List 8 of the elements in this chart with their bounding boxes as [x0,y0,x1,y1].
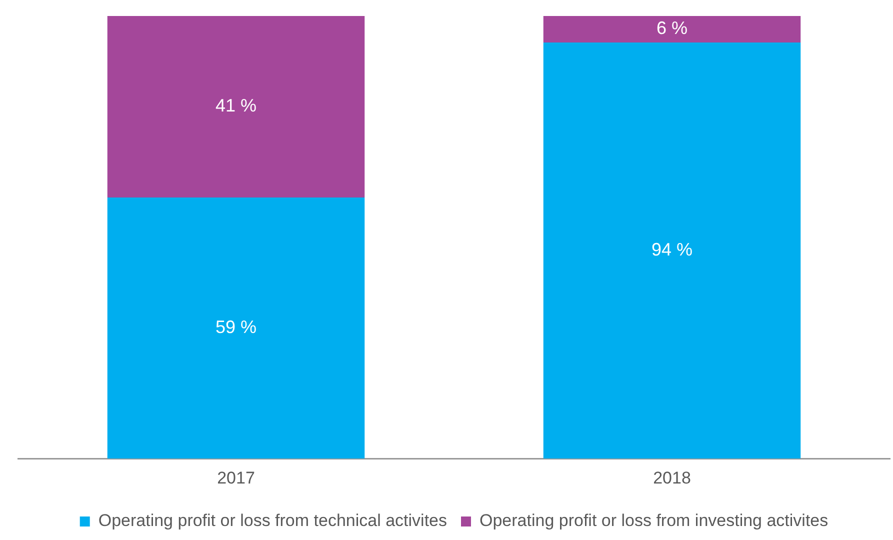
legend-label: Operating profit or loss from technical activites [98,511,448,530]
data-label: 6 % [656,18,688,38]
data-label: 41 % [215,96,257,116]
x-tick-label: 2017 [217,468,255,488]
data-label: 94 % [651,240,693,260]
legend-label: Operating profit or loss from investing activites [480,511,828,530]
x-tick-label: 2018 [653,468,691,488]
data-label: 59 % [215,317,257,337]
